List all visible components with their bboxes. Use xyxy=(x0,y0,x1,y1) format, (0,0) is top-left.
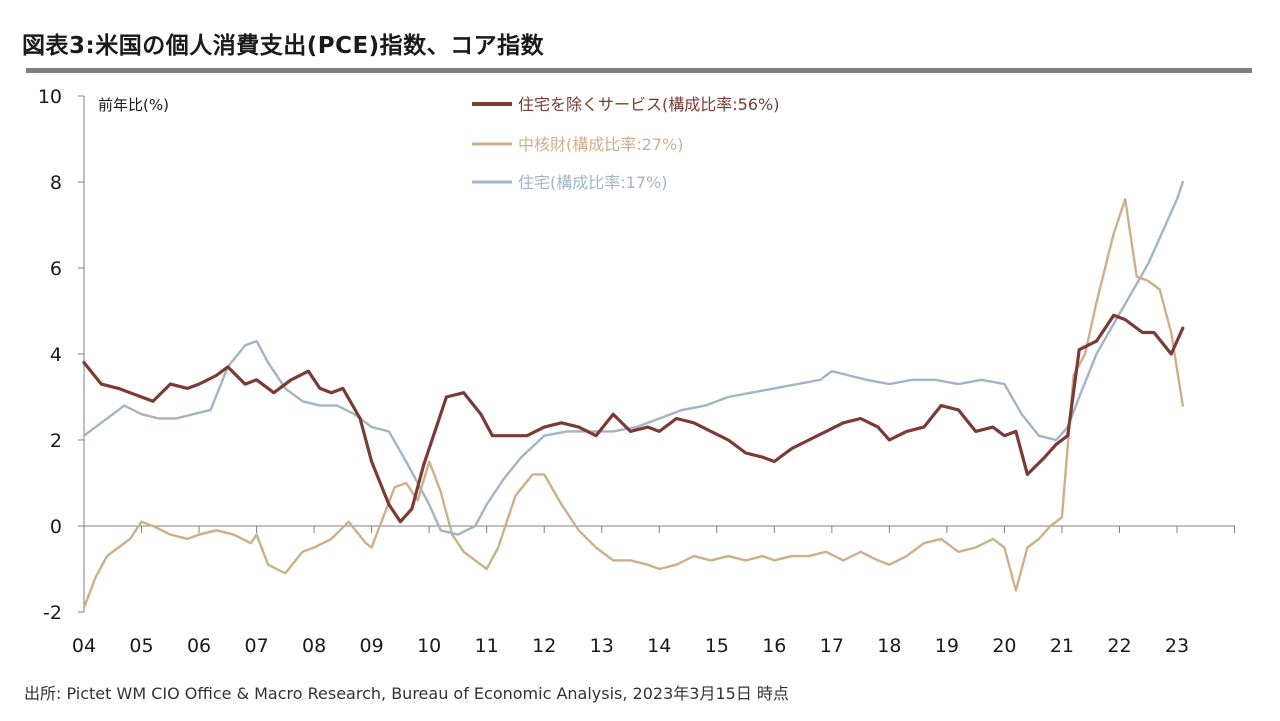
x-tick-label: 13 xyxy=(590,635,614,657)
y-tick-label: 8 xyxy=(50,172,62,194)
y-tick-label: 2 xyxy=(50,430,62,452)
x-tick-label: 12 xyxy=(532,635,556,657)
y-tick-label: 10 xyxy=(38,86,62,108)
y-tick-label: 4 xyxy=(50,344,62,366)
y-axis-label: 前年比(%) xyxy=(98,96,169,114)
x-tick-label: 11 xyxy=(475,635,499,657)
chart-legend: 住宅を除くサービス(構成比率:56%) 中核財(構成比率:27%) 住宅(構成比率:… xyxy=(472,95,779,192)
title-divider xyxy=(26,68,1252,73)
y-tick-label: 6 xyxy=(50,258,62,280)
x-tick-label: 20 xyxy=(992,635,1016,657)
legend-label: 中核財(構成比率:27%) xyxy=(518,135,683,154)
legend-label: 住宅を除くサービス(構成比率:56%) xyxy=(518,95,779,114)
x-tick-label: 19 xyxy=(935,635,959,657)
x-tick-label: 06 xyxy=(187,635,211,657)
chart-lines xyxy=(82,180,1185,609)
x-tick-label: 23 xyxy=(1165,635,1189,657)
legend-label: 住宅(構成比率:17%) xyxy=(518,173,667,192)
series-line xyxy=(82,180,1184,536)
x-tick-label: 08 xyxy=(302,635,326,657)
x-tick-label: 16 xyxy=(762,635,786,657)
y-tick-label: -2 xyxy=(43,602,62,624)
chart-axes: -2 0 2 4 6 8 10 04 05 06 07 08 09 10 11 12 13 14 15 16 17 18 1… xyxy=(38,86,1236,657)
x-tick-label: 17 xyxy=(820,635,844,657)
x-tick-label: 22 xyxy=(1107,635,1131,657)
x-tick-label: 05 xyxy=(129,635,153,657)
x-tick-label: 15 xyxy=(705,635,729,657)
x-tick-label: 09 xyxy=(360,635,384,657)
y-tick-label: 0 xyxy=(50,516,62,538)
x-tick-label: 10 xyxy=(417,635,441,657)
series-line xyxy=(82,198,1184,609)
x-tick-label: 07 xyxy=(244,635,268,657)
x-tick-label: 04 xyxy=(72,635,96,657)
x-tick-label: 14 xyxy=(647,635,671,657)
x-tick-label: 21 xyxy=(1050,635,1074,657)
x-tick-label: 18 xyxy=(877,635,901,657)
chart-title: 図表3:米国の個人消費支出(PCE)指数、コア指数 xyxy=(22,33,545,59)
source-note: 出所: Pictet WM CIO Office & Macro Researc… xyxy=(24,684,789,703)
series-line xyxy=(82,313,1185,524)
